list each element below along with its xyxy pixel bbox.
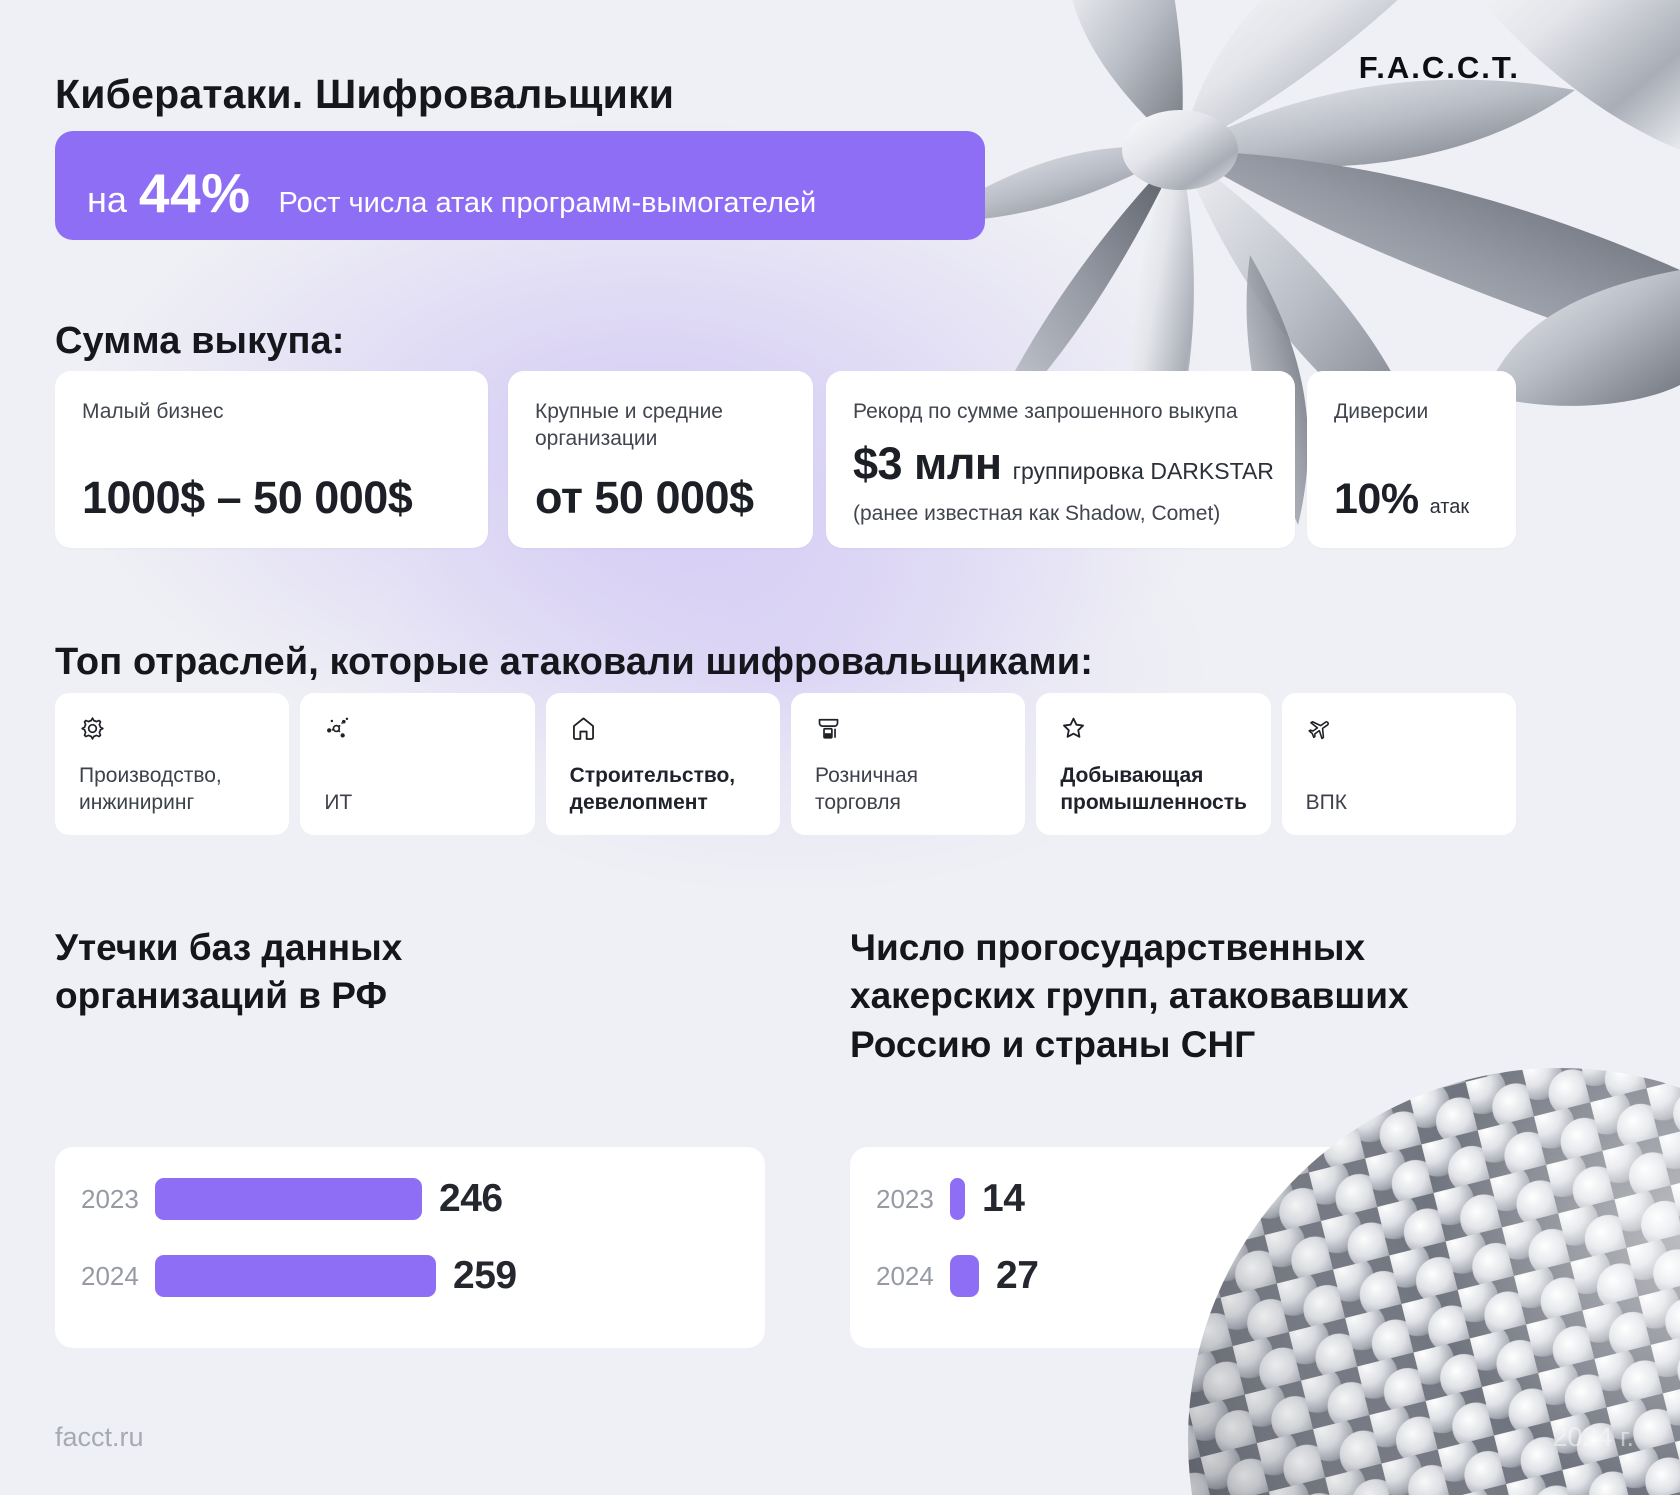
growth-banner: на 44% Рост числа атак программ-вымогате…: [55, 131, 985, 240]
bar-value: 27: [996, 1254, 1039, 1297]
industry-card-manufacturing: Производство, инжиниринг: [55, 693, 290, 835]
industry-card-retail: Розничная торговля: [790, 693, 1026, 835]
ransom-card-record: Рекорд по сумме запрошенного выкупа $3 м…: [826, 371, 1295, 548]
chart-row-2024: 2024 259: [81, 1254, 765, 1297]
industry-card-it: ИТ: [300, 693, 535, 835]
year-tick: 2024: [876, 1260, 934, 1291]
card-value-suffix: группировка DARKSTAR: [1012, 458, 1274, 484]
leaks-bar-chart: 2023 246 2024 259: [55, 1147, 765, 1348]
bar-apt-2023: [950, 1178, 965, 1220]
industry-label: Добывающая промышленность: [1060, 763, 1247, 815]
industry-label: Розничная торговля: [814, 763, 919, 815]
card-label: Диверсии: [1334, 400, 1429, 423]
card-label: Рекорд по сумме запрошенного выкупа: [853, 400, 1238, 423]
ransom-card-small-business: Малый бизнес 1000$ – 50 000$: [55, 371, 488, 548]
gear-icon: [79, 715, 106, 742]
star-icon: [1060, 715, 1087, 742]
bar-leaks-2023: [155, 1178, 422, 1220]
year-tick: 2023: [81, 1183, 139, 1214]
bar-value: 246: [439, 1177, 503, 1220]
banner-percent: 44%: [138, 162, 251, 224]
footer-year: 2024 г.: [1552, 1422, 1634, 1452]
card-label: Малый бизнес: [82, 400, 224, 423]
industries-grid: Производство, инжиниринг ИТ: [55, 693, 1516, 835]
card-value: от 50 000$: [535, 472, 754, 523]
airplane-icon: [1306, 715, 1333, 742]
ransom-heading: Сумма выкупа:: [55, 319, 345, 362]
card-note: (ранее известная как Shadow, Comet): [853, 502, 1221, 525]
year-tick: 2023: [876, 1183, 934, 1214]
industry-card-mining: Добывающая промышленность: [1036, 693, 1271, 835]
apt-chart-title: Число прогосударственных хакерских групп…: [850, 926, 1409, 1065]
industry-label: Строительство, девелопмент: [569, 763, 736, 815]
bar-apt-2024: [950, 1255, 979, 1297]
industry-label: ИТ: [324, 791, 353, 815]
bar-leaks-2024: [155, 1255, 436, 1297]
footer-site-link[interactable]: facct.ru: [55, 1422, 144, 1452]
card-value: 1000$ – 50 000$: [82, 472, 413, 523]
industry-label: ВПК: [1305, 791, 1347, 815]
card-value: 10%: [1334, 475, 1419, 523]
bar-value: 14: [982, 1177, 1025, 1220]
card-value-suffix: атак: [1429, 496, 1470, 518]
industries-heading: Топ отраслей, которые атаковали шифровал…: [55, 640, 1093, 683]
banner-prefix: на: [87, 179, 127, 220]
network-icon: [324, 715, 351, 742]
industry-label: Производство, инжиниринг: [79, 763, 222, 815]
page-title: Кибератаки. Шифровальщики: [55, 71, 675, 118]
chart-row-2024: 2024 27: [876, 1254, 1516, 1297]
chart-row-2023: 2023 246: [81, 1177, 765, 1220]
industry-card-defense: ВПК: [1281, 693, 1516, 835]
house-icon: [570, 715, 597, 742]
card-label: Крупные и средние организации: [535, 400, 723, 451]
bar-value: 259: [453, 1254, 517, 1297]
industry-card-construction: Строительство, девелопмент: [545, 693, 780, 835]
banner-label: Рост числа атак программ-вымогателей: [278, 187, 817, 219]
year-tick: 2024: [81, 1260, 139, 1291]
facct-logo: F.A.C.C.T.: [1358, 50, 1520, 85]
leaks-chart-title: Утечки баз данных организаций в РФ: [55, 926, 403, 1017]
apt-bar-chart: 2023 14 2024 27: [850, 1147, 1516, 1348]
storefront-icon: [815, 715, 842, 742]
card-value: $3 млн: [853, 438, 1002, 489]
chart-row-2023: 2023 14: [876, 1177, 1516, 1220]
ransom-card-large-orgs: Крупные и средние организации от 50 000$: [508, 371, 813, 548]
ransom-card-sabotage: Диверсии 10% атак: [1307, 371, 1516, 548]
